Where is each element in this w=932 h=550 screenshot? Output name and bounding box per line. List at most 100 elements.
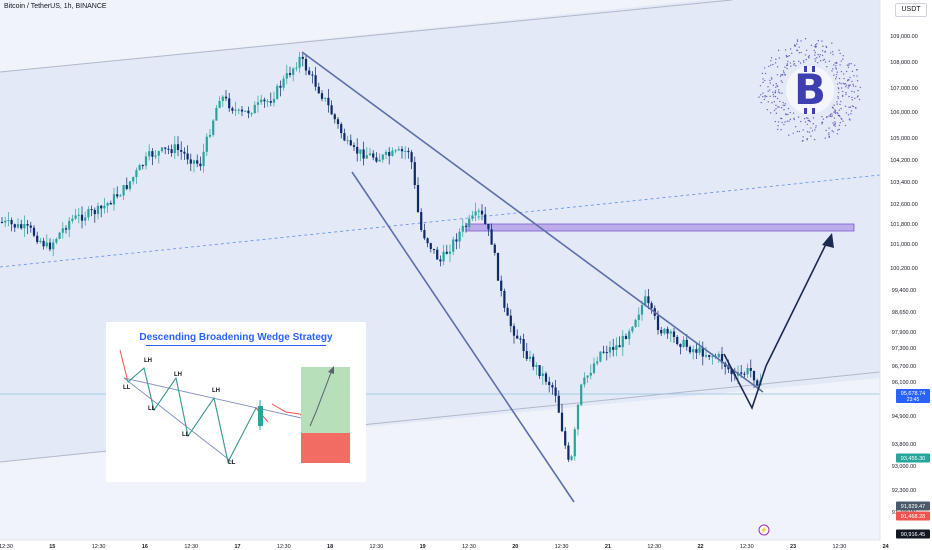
logo-dot xyxy=(823,58,826,61)
candle-body xyxy=(132,177,135,182)
logo-dot xyxy=(831,70,833,72)
logo-dot xyxy=(836,83,839,85)
candle-body xyxy=(13,224,16,228)
logo-dot xyxy=(808,57,810,59)
candle-body xyxy=(458,231,461,242)
logo-dot xyxy=(801,140,804,142)
logo-dot xyxy=(796,49,798,52)
logo-dot xyxy=(828,134,830,136)
logo-dot xyxy=(825,129,827,132)
time-tick-label: 20 xyxy=(512,544,518,550)
candle-body xyxy=(356,146,359,154)
candle-body xyxy=(346,140,349,142)
candle-body xyxy=(160,147,164,152)
logo-dot xyxy=(774,91,777,94)
candle-body xyxy=(141,165,144,167)
candle-body xyxy=(608,347,612,353)
candle-body xyxy=(116,194,119,197)
logo-dot xyxy=(811,130,814,132)
time-tick-label: 12:30 xyxy=(833,544,847,550)
logo-dot xyxy=(806,137,808,140)
logo-dot xyxy=(780,74,782,76)
time-tick-label: 12:30 xyxy=(370,544,384,550)
candle-body xyxy=(596,361,599,364)
time-axis[interactable] xyxy=(0,540,880,550)
candle-body xyxy=(68,220,71,230)
logo-dot xyxy=(800,120,802,123)
candle-body xyxy=(151,151,154,157)
candle-body xyxy=(244,110,247,112)
logo-dot xyxy=(850,110,853,112)
logo-dot xyxy=(845,70,848,73)
logo-dot xyxy=(762,78,764,80)
candle-body xyxy=(186,153,189,160)
candle-body xyxy=(375,157,378,162)
price-tick-label: 93,000.00 xyxy=(892,464,916,470)
logo-dot xyxy=(852,85,855,87)
inset-title: Descending Broadening Wedge Strategy xyxy=(106,332,366,346)
logo-dot xyxy=(783,72,785,74)
candle-body xyxy=(269,101,272,103)
logo-dot xyxy=(776,74,779,76)
candle-body xyxy=(461,225,464,232)
inset-loss-box xyxy=(301,433,350,463)
logo-dot xyxy=(780,129,782,131)
logo-dot xyxy=(836,103,838,105)
candles-group xyxy=(0,51,762,462)
candle-body xyxy=(413,162,416,185)
projection-arrowhead xyxy=(822,233,834,248)
candle-body xyxy=(36,235,39,243)
inset-label-lh-3: LH xyxy=(212,388,220,394)
logo-dot xyxy=(786,67,788,70)
candle-body xyxy=(711,356,714,358)
logo-dot xyxy=(796,43,798,45)
logo-dot xyxy=(833,104,835,106)
logo-dot xyxy=(845,91,847,94)
logo-dot xyxy=(851,105,854,107)
logo-dot xyxy=(776,84,778,87)
time-tick-label: 12:30 xyxy=(740,544,754,550)
time-tick-label: 23 xyxy=(790,544,796,550)
logo-dot xyxy=(766,95,768,98)
currency-button[interactable]: USDT xyxy=(895,3,927,17)
logo-dot xyxy=(789,62,792,64)
logo-dot xyxy=(760,94,762,96)
logo-dot xyxy=(768,65,770,68)
logo-dot xyxy=(848,64,850,66)
logo-dot xyxy=(806,123,809,126)
candle-body xyxy=(477,210,480,212)
candle-body xyxy=(0,222,4,223)
candle-body xyxy=(253,104,256,114)
logo-dot xyxy=(775,86,777,89)
logo-dot xyxy=(828,127,830,129)
logo-dot xyxy=(828,132,830,134)
logo-dot xyxy=(839,103,841,106)
candle-body xyxy=(39,240,42,243)
logo-dot xyxy=(848,63,850,65)
logo-dot xyxy=(844,105,847,108)
logo-dot xyxy=(840,70,843,73)
logo-dot xyxy=(858,98,861,101)
candle-body xyxy=(260,99,263,103)
logo-dot xyxy=(798,130,801,133)
candle-body xyxy=(436,249,439,260)
candle-body xyxy=(740,372,743,374)
logo-dot xyxy=(848,106,850,108)
logo-dot xyxy=(814,58,816,60)
candle-body xyxy=(503,290,506,308)
logo-center xyxy=(786,66,834,114)
logo-dot xyxy=(767,86,769,88)
price-tick-label: 101,000.00 xyxy=(890,242,918,248)
bitcoin-logo-icon: B xyxy=(758,38,862,142)
candle-body xyxy=(586,375,589,378)
logo-dot xyxy=(834,122,837,125)
logo-dot xyxy=(781,81,784,84)
event-marker-icon[interactable] xyxy=(758,524,770,536)
candle-body xyxy=(7,220,10,222)
logo-dot xyxy=(851,90,853,93)
inset-label-lh-1: LH xyxy=(144,358,152,364)
candle-body xyxy=(176,144,180,151)
logo-dot xyxy=(835,76,838,78)
logo-dot xyxy=(838,124,841,127)
candle-body xyxy=(676,336,679,345)
